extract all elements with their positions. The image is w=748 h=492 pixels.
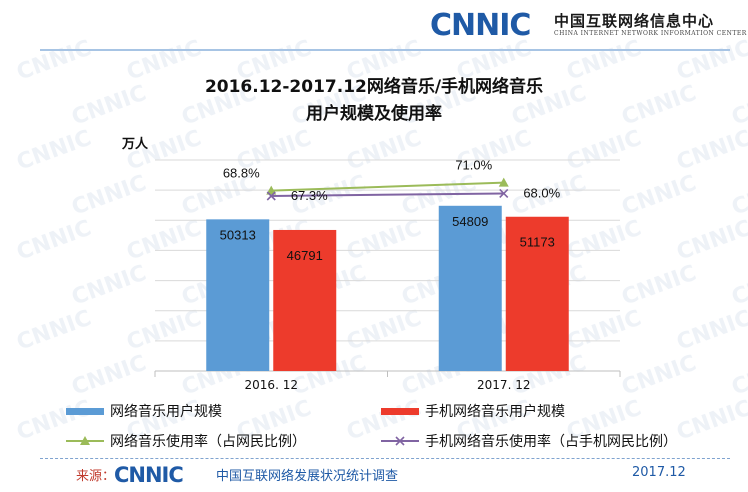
legend-swatch-red [381, 407, 419, 415]
source-label: 来源： [76, 469, 116, 484]
legend-label-s2: 手机网络音乐用户规模 [425, 404, 565, 420]
bar-netmusic [206, 219, 270, 371]
legend-item-s2: 手机网络音乐用户规模 [381, 401, 565, 421]
bar-mobile-netmusic [273, 229, 337, 371]
x-tick-label: 2016. 12 [245, 378, 298, 392]
legend-label-s1: 网络音乐用户规模 [110, 404, 222, 420]
source-text: 中国互联网络发展状况统计调查 [216, 469, 399, 484]
x-tick-label: 2017. 12 [477, 378, 530, 392]
rate-value-label: 67.3% [291, 188, 328, 203]
chart-title-line1: 2016.12-2017.12网络音乐/手机网络音乐 [204, 77, 544, 97]
rate-marker-triangle [266, 185, 277, 195]
source-cnnic-logo: CNNIC [114, 463, 184, 485]
rate-value-label: 71.0% [455, 158, 492, 173]
footer-date: 2017.12 [632, 465, 686, 480]
rate-marker-x [266, 191, 276, 201]
legend-item-s1: 网络音乐用户规模 [66, 401, 222, 421]
bar-value-label: 46791 [287, 248, 323, 263]
header: CNNIC 中国互联网络信息中心 CHINA INTERNET NETWORK … [0, 0, 748, 52]
cnnic-logo-mark: CNNIC [430, 8, 531, 42]
bar-value-label: 50313 [220, 227, 256, 242]
cnnic-logo: CNNIC 中国互联网络信息中心 CHINA INTERNET NETWORK … [430, 6, 746, 46]
header-divider [40, 49, 730, 51]
rate-marker-x [499, 188, 509, 199]
footer: 来源： CNNIC 中国互联网络发展状况统计调查 2017.12 [0, 455, 748, 492]
y-axis-unit-label: 万人 [122, 137, 149, 152]
rate-value-label: 68.8% [223, 166, 260, 181]
line-mobile-netmusic-rate [271, 192, 504, 197]
footer-divider [40, 458, 730, 460]
line-netmusic-rate [271, 181, 504, 192]
rate-value-label: 68.0% [523, 185, 560, 200]
legend-swatch-blue [66, 407, 104, 415]
rate-marker-triangle [498, 177, 509, 187]
bar-value-label: 51173 [520, 235, 555, 250]
chart-title-line2: 用户规模及使用率 [306, 104, 442, 124]
bar-value-label: 54809 [452, 214, 488, 229]
bar-netmusic [438, 205, 502, 371]
svg-text:CNNIC: CNNIC [114, 463, 183, 485]
legend-label-s4: 手机网络音乐使用率（占手机网民比例） [425, 434, 677, 450]
legend-item-s3: 网络音乐使用率（占网民比例） [66, 431, 306, 451]
org-name-en: CHINA INTERNET NETWORK INFORMATION CENTE… [554, 30, 747, 37]
legend-label-s3: 网络音乐使用率（占网民比例） [110, 434, 306, 450]
legend-swatch-purple-line [381, 436, 419, 446]
bar-mobile-netmusic [505, 216, 569, 371]
legend-swatch-green-line [66, 436, 104, 445]
org-name: 中国互联网络信息中心 [554, 12, 715, 30]
svg-text:CNNIC: CNNIC [430, 8, 530, 42]
legend-item-s4: 手机网络音乐使用率（占手机网民比例） [381, 431, 677, 451]
